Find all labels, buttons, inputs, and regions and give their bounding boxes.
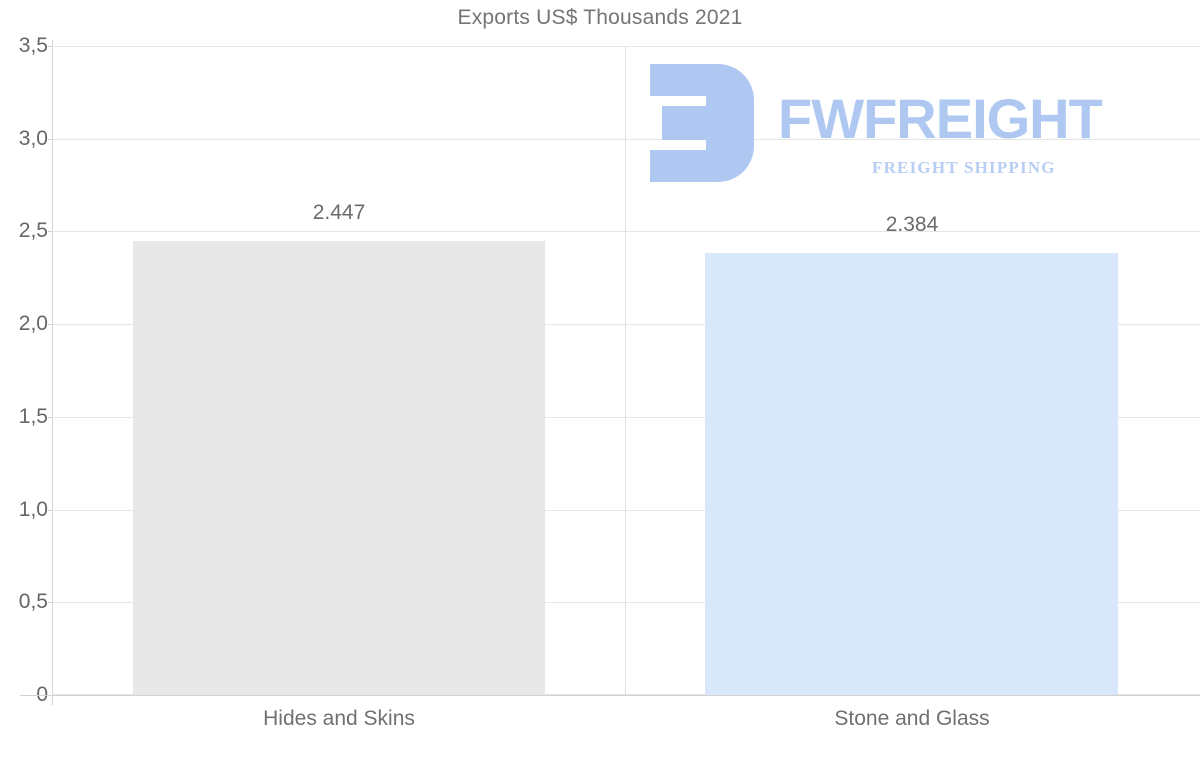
category-divider-gridline <box>625 46 626 695</box>
y-tick-label: 2,5 <box>18 219 48 242</box>
gridline <box>52 139 1200 140</box>
y-tick-label: 1,5 <box>18 405 48 428</box>
y-axis: 3,5 3,0 2,5 2,0 1,5 1,0 0,5 0 <box>0 0 55 763</box>
plot-area <box>52 46 1200 695</box>
y-tick-mark <box>48 324 55 325</box>
gridline <box>52 602 1200 603</box>
y-tick-mark <box>48 602 55 603</box>
gridline <box>52 510 1200 511</box>
y-tick-label: 0 <box>4 683 48 707</box>
bar-stone-and-glass[interactable] <box>705 253 1118 695</box>
x-category-label-hides-and-skins: Hides and Skins <box>263 707 415 730</box>
x-category-label-stone-and-glass: Stone and Glass <box>834 707 990 730</box>
chart-title: Exports US$ Thousands 2021 <box>457 6 743 29</box>
x-axis-line <box>20 695 1200 696</box>
y-tick-mark <box>48 417 55 418</box>
y-tick-mark <box>48 139 55 140</box>
y-tick-label: 3,5 <box>18 34 48 57</box>
y-tick-mark <box>48 46 55 47</box>
bar-hides-and-skins[interactable] <box>133 241 545 695</box>
y-tick-mark <box>48 510 55 511</box>
bar-value-label-stone-and-glass: 2.384 <box>885 213 939 236</box>
gridline <box>52 417 1200 418</box>
gridline <box>52 324 1200 325</box>
gridline <box>52 46 1200 47</box>
gridline <box>52 231 1200 232</box>
y-tick-label: 1,0 <box>18 498 48 521</box>
y-tick-label: 0,5 <box>18 590 48 613</box>
y-axis-line <box>52 40 53 705</box>
y-tick-mark <box>48 231 55 232</box>
y-tick-label: 3,0 <box>18 127 48 150</box>
gridline <box>52 694 1200 695</box>
y-tick-label: 2,0 <box>18 312 48 335</box>
bar-value-label-hides-and-skins: 2.447 <box>312 201 366 224</box>
